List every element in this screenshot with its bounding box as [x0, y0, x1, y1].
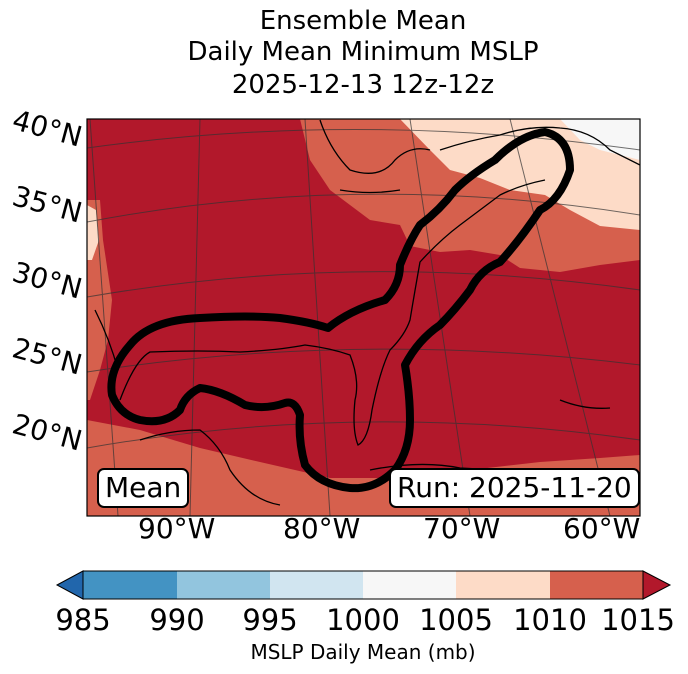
- colorbar-tick-1010: 1010: [513, 603, 587, 637]
- mean-badge: Mean: [97, 468, 190, 508]
- colorbar-tick-1015: 1015: [601, 603, 675, 637]
- lon-label-90: 90°W: [138, 512, 216, 545]
- colorbar-tick-995: 995: [242, 603, 298, 637]
- colorbar-tick-990: 990: [149, 603, 205, 637]
- lon-label-70: 70°W: [423, 512, 501, 545]
- colorbar-bin-1000: [363, 571, 456, 599]
- title-line-2: Daily Mean Minimum MSLP: [187, 37, 539, 67]
- colorbar-bin-985: [83, 571, 177, 599]
- title-line-3: 2025-12-13 12z-12z: [231, 70, 495, 100]
- colorbar-label: MSLP Daily Mean (mb): [250, 640, 476, 664]
- lon-label-80: 80°W: [283, 512, 361, 545]
- map-frame: [86, 118, 641, 517]
- mslp-map: [86, 118, 641, 517]
- mslp-field: [87, 119, 640, 516]
- colorbar-extend-low: [55, 570, 84, 600]
- colorbar-tick-1005: 1005: [419, 603, 493, 637]
- run-badge: Run: 2025-11-20: [389, 468, 640, 508]
- colorbar-bin-995: [270, 571, 363, 599]
- colorbar-bin-1005: [456, 571, 550, 599]
- colorbar-tick-985: 985: [55, 603, 111, 637]
- ensemble-contour: [107, 128, 574, 493]
- colorbar-bin-990: [177, 571, 270, 599]
- colorbar-tick-1000: 1000: [326, 603, 400, 637]
- title-line-1: Ensemble Mean: [259, 6, 467, 36]
- colorbar-bin-1010: [550, 571, 643, 599]
- colorbar-extend-high: [642, 570, 672, 600]
- lon-label-60: 60°W: [563, 512, 641, 545]
